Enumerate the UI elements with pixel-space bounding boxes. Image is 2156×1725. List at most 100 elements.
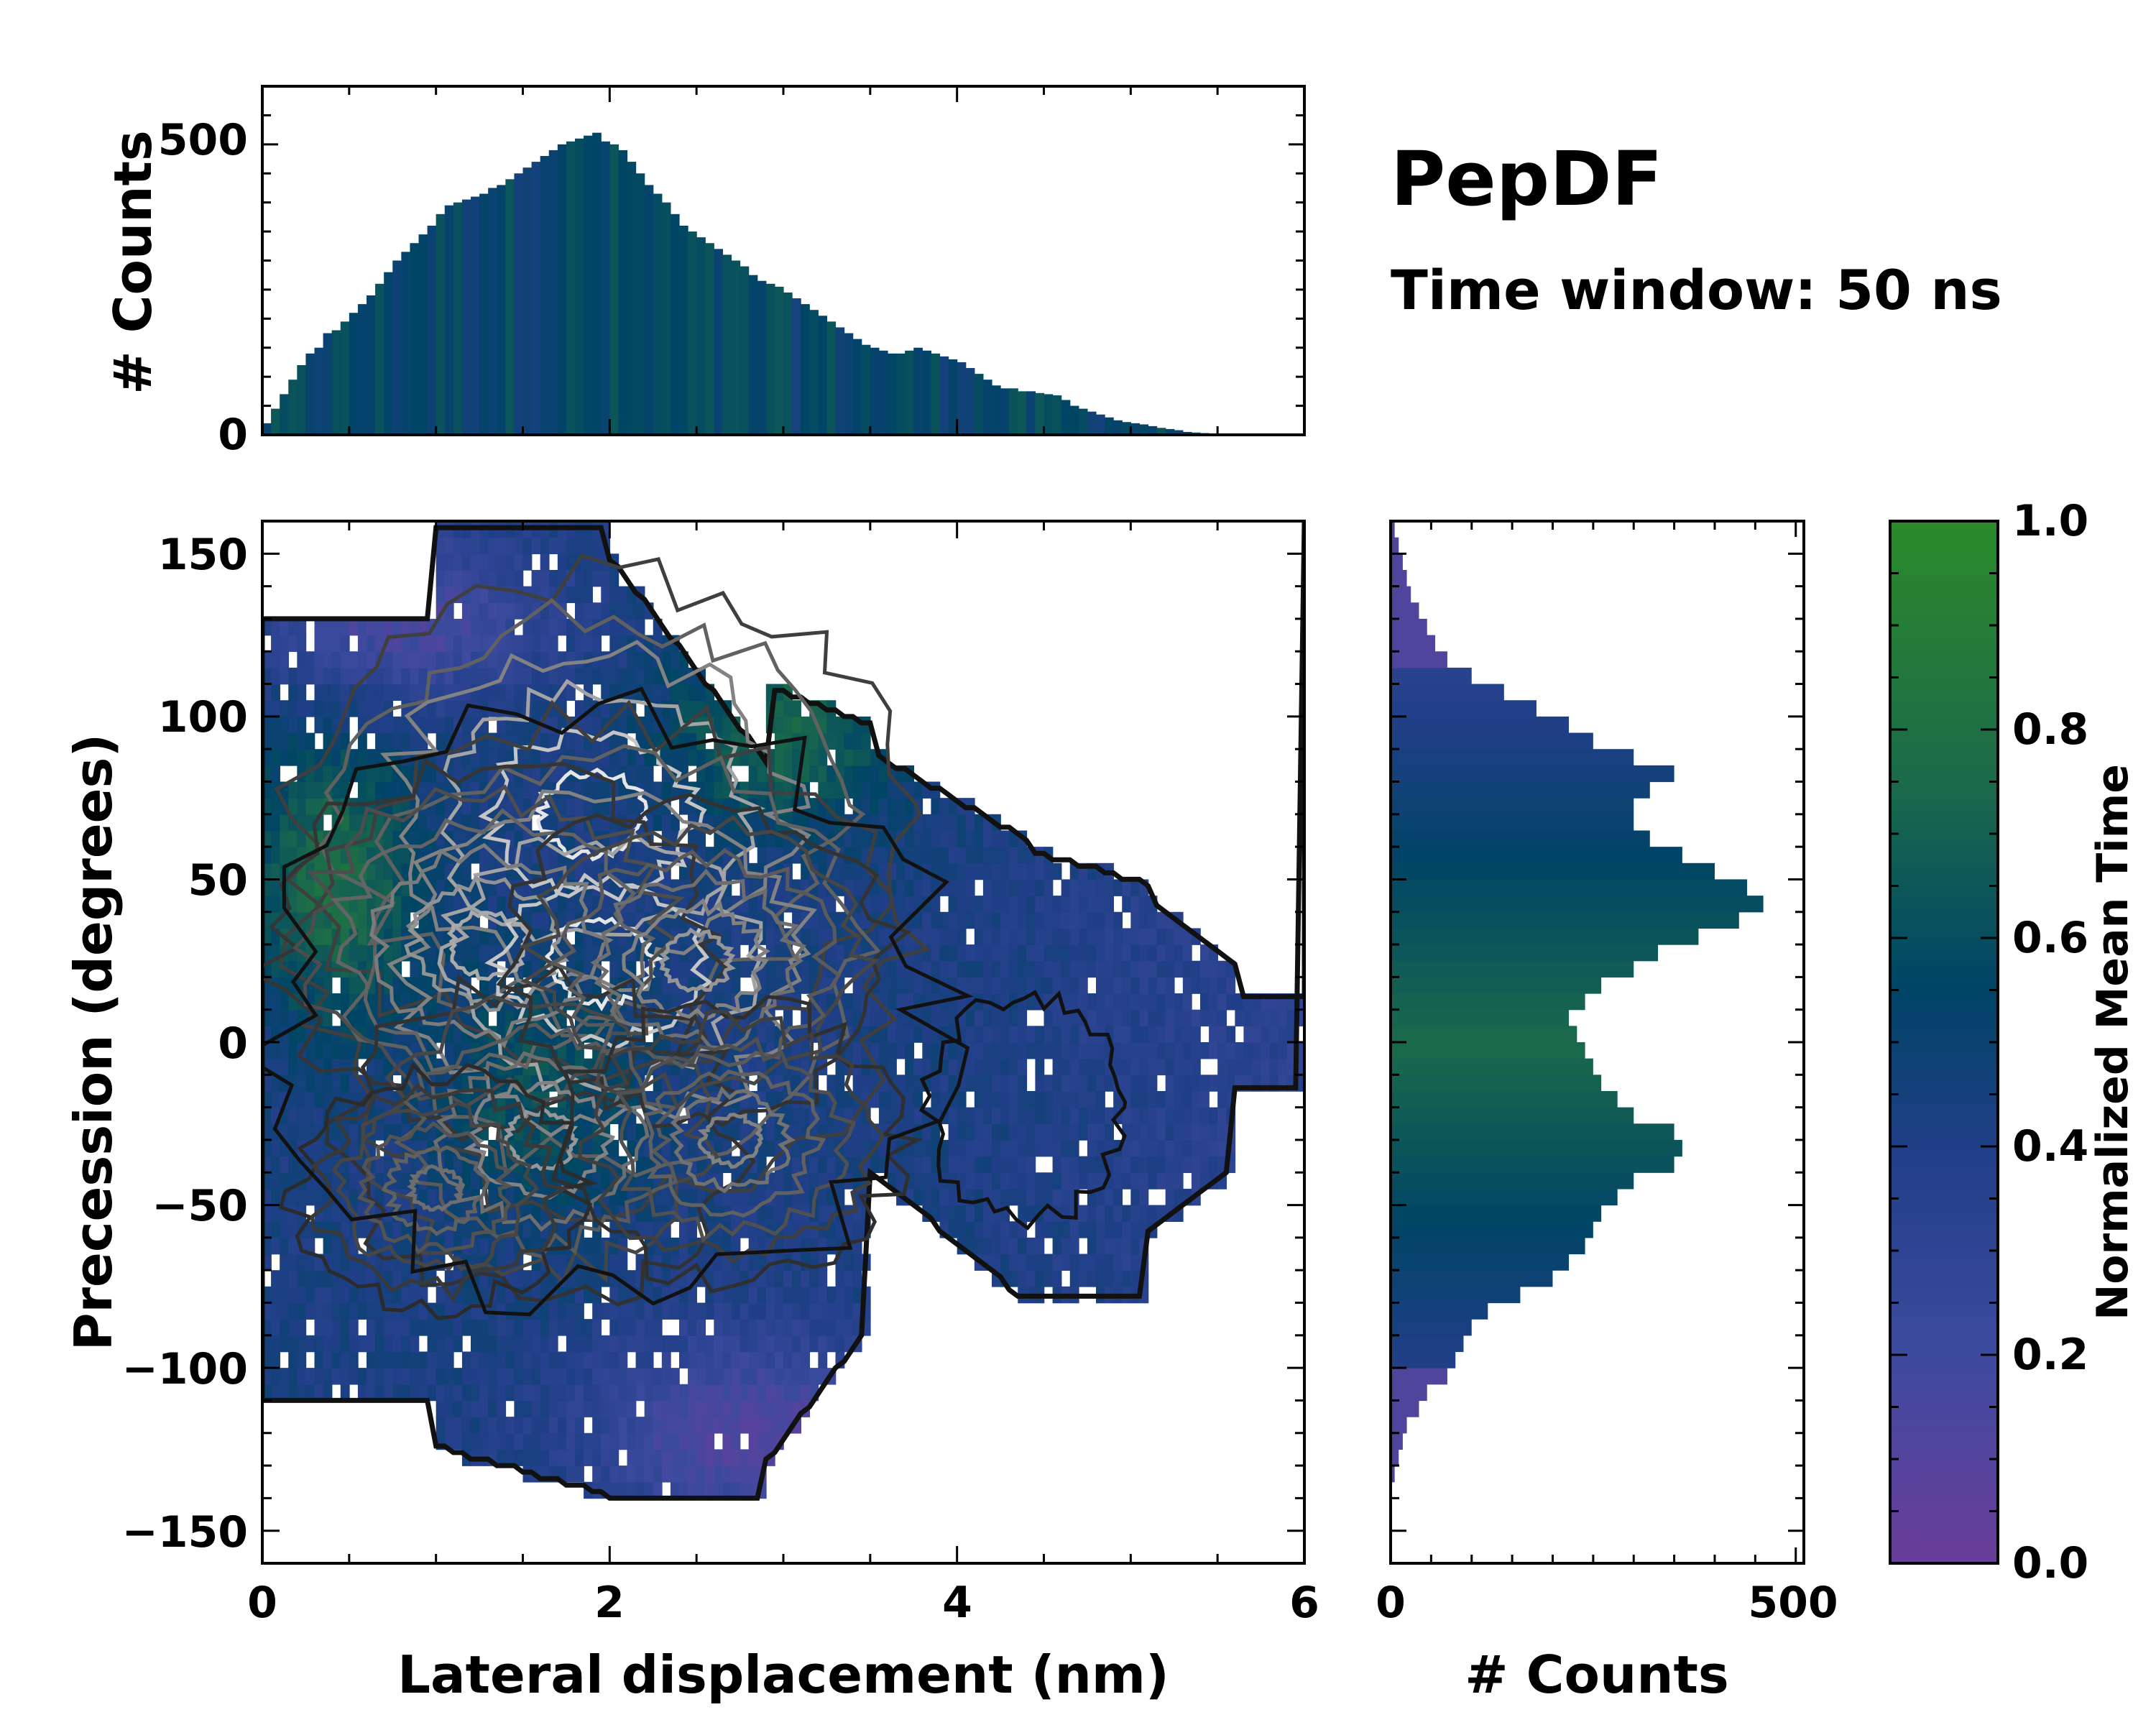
- heatmap-cell: [948, 879, 958, 896]
- heatmap-cell: [280, 716, 290, 734]
- heatmap-cell: [1096, 896, 1105, 913]
- heatmap-cell: [609, 1302, 619, 1320]
- heatmap-cell: [592, 814, 602, 832]
- heatmap-cell: [1009, 1026, 1019, 1043]
- side-hist-bar: [1391, 667, 1472, 685]
- heatmap-cell: [974, 1123, 984, 1141]
- heatmap-cell: [1052, 1237, 1062, 1255]
- heatmap-cell: [575, 602, 584, 620]
- heatmap-cell: [1217, 1075, 1227, 1092]
- heatmap-cell: [740, 1384, 750, 1402]
- heatmap-cell: [661, 651, 671, 668]
- heatmap-cell: [479, 1009, 489, 1027]
- heatmap-cell: [896, 1009, 906, 1027]
- heatmap-cell: [1165, 1172, 1175, 1190]
- heatmap-cell: [1069, 1237, 1079, 1255]
- heatmap-cell: [323, 716, 333, 734]
- heatmap-cell: [1122, 879, 1132, 896]
- heatmap-cell: [974, 944, 984, 962]
- heatmap-cell: [357, 896, 367, 913]
- heatmap-cell: [670, 1432, 680, 1450]
- heatmap-cell: [1139, 944, 1149, 962]
- heatmap-cell: [592, 1384, 602, 1402]
- heatmap-cell: [601, 1351, 611, 1368]
- heatmap-cell: [557, 1368, 567, 1385]
- heatmap-cell: [540, 1432, 550, 1450]
- heatmap-cell: [688, 1221, 697, 1238]
- heatmap-cell: [271, 814, 280, 832]
- heatmap-cell: [653, 814, 663, 832]
- heatmap-cell: [522, 618, 533, 636]
- heatmap-cell: [531, 1400, 541, 1417]
- heatmap-cell: [514, 569, 524, 587]
- side-hist-bar: [1391, 651, 1447, 668]
- heatmap-cell: [1078, 1090, 1088, 1108]
- heatmap-cell: [479, 667, 489, 685]
- heatmap-cell: [392, 944, 402, 962]
- heatmap-cell: [340, 1319, 350, 1336]
- heatmap-cell: [679, 1449, 688, 1466]
- heatmap-cell: [1165, 1058, 1175, 1076]
- heatmap-cell: [1217, 1139, 1227, 1157]
- heatmap-cell: [757, 1205, 767, 1223]
- heatmap-cell: [331, 700, 341, 717]
- heatmap-cell: [974, 1107, 984, 1125]
- heatmap-cell: [627, 798, 637, 815]
- heatmap-cell: [331, 749, 341, 766]
- heatmap-cell: [1148, 1075, 1158, 1092]
- heatmap-cell: [444, 1384, 454, 1402]
- heatmap-cell: [635, 765, 645, 783]
- heatmap-cell: [748, 1417, 758, 1434]
- heatmap-cell: [679, 1351, 688, 1368]
- heatmap-cell: [1105, 1188, 1114, 1206]
- heatmap-cell: [349, 1286, 359, 1304]
- heatmap-cell: [609, 569, 619, 587]
- heatmap-cell: [384, 781, 394, 799]
- heatmap-cell: [888, 1107, 897, 1125]
- heatmap-cell: [722, 1270, 732, 1287]
- heatmap-cell: [1069, 1058, 1079, 1076]
- heatmap-cell: [453, 896, 463, 913]
- top-hist-bar: [627, 162, 637, 436]
- heatmap-cell: [1105, 1221, 1114, 1238]
- heatmap-cell: [878, 847, 888, 864]
- top-hist-bar: [471, 196, 480, 435]
- heatmap-cell: [471, 814, 480, 832]
- heatmap-cell: [427, 635, 437, 653]
- heatmap-cell: [826, 781, 837, 799]
- heatmap-cell: [905, 830, 915, 847]
- heatmap-cell: [280, 1221, 290, 1238]
- heatmap-cell: [670, 993, 680, 1011]
- heatmap-cell: [471, 635, 480, 653]
- heatmap-cell: [1200, 1107, 1210, 1125]
- heatmap-cell: [1148, 1090, 1158, 1108]
- heatmap-cell: [722, 1449, 732, 1466]
- heatmap-cell: [280, 1335, 290, 1353]
- heatmap-cell: [722, 1432, 732, 1450]
- heatmap-cell: [653, 684, 663, 702]
- heatmap-cell: [679, 1335, 688, 1353]
- heatmap-cell: [826, 1302, 837, 1320]
- heatmap-cell: [288, 1302, 298, 1320]
- heatmap-cell: [280, 1042, 290, 1059]
- heatmap-cell: [297, 1075, 307, 1092]
- heatmap-cell: [1078, 944, 1088, 962]
- heatmap-cell: [488, 1384, 498, 1402]
- heatmap-cell: [835, 732, 845, 750]
- density-contour: [550, 995, 923, 1294]
- heatmap-cell: [314, 1302, 324, 1320]
- heatmap-cell: [1087, 911, 1097, 929]
- heatmap-cell: [557, 553, 567, 571]
- heatmap-cell: [670, 749, 680, 766]
- heatmap-cell: [1156, 1123, 1166, 1141]
- heatmap-cell: [635, 1368, 645, 1385]
- heatmap-cell: [1130, 1090, 1141, 1108]
- heatmap-cell: [505, 1107, 515, 1125]
- heatmap-cell: [1113, 993, 1123, 1011]
- heatmap-cell: [575, 732, 584, 750]
- heatmap-cell: [809, 960, 819, 978]
- heatmap-cell: [566, 618, 576, 636]
- heatmap-cell: [540, 749, 550, 766]
- side-hist-bar: [1391, 1205, 1602, 1222]
- heatmap-cell: [575, 667, 584, 685]
